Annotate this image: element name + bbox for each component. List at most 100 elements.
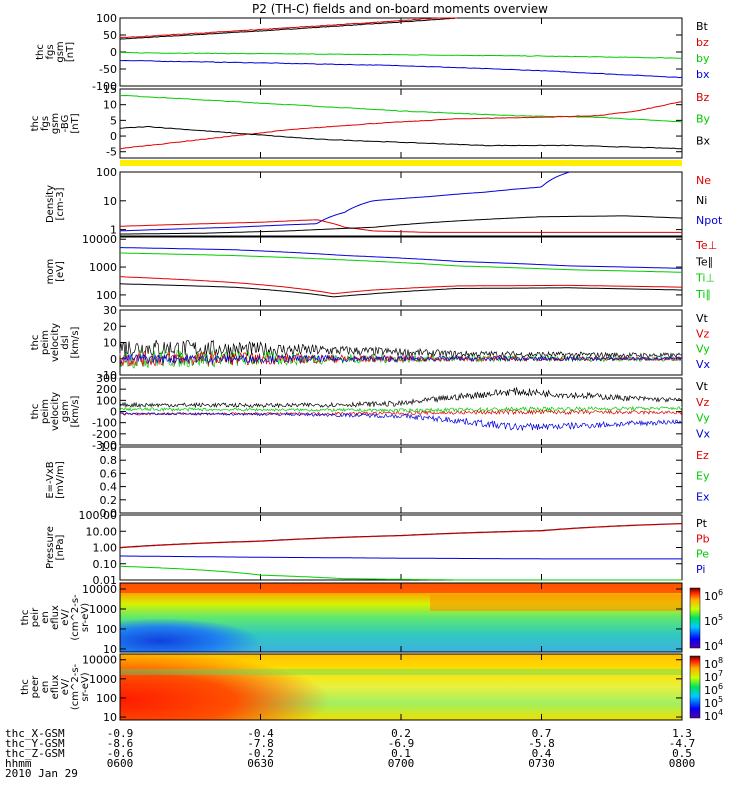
ephemeris-value: 0.1	[391, 747, 411, 760]
y-tick-label: 0.0	[100, 507, 118, 520]
y-tick-label: 50	[103, 29, 117, 42]
y-tick-label: 0	[110, 46, 117, 59]
legend-entry: Ni	[696, 194, 707, 207]
y-tick-label: 0	[110, 130, 117, 143]
ephemeris-value: -0.4	[247, 727, 274, 740]
y-tick-label: 0	[110, 353, 117, 366]
series-line-green	[119, 94, 683, 123]
panel-frame-5	[119, 309, 683, 376]
legend-entry: Te∥	[695, 255, 713, 268]
ephemeris-value: 0800	[669, 757, 696, 770]
y-tick-label: 10	[103, 711, 117, 724]
y-tick-label: 1000	[89, 603, 117, 616]
y-tick-label: 30	[103, 304, 117, 317]
y-axis-label-line: peer	[30, 675, 41, 699]
legend-entry: By	[696, 113, 711, 126]
ephemeris-value: 0700	[388, 757, 415, 770]
y-tick-label: 0.8	[100, 454, 118, 467]
series-line-blue	[119, 411, 683, 431]
ephemeris-value: 0.5	[672, 747, 692, 760]
colorbar-tick-label: 105	[704, 613, 723, 628]
y-axis-label-line: gsm	[50, 113, 61, 134]
y-tick-label: 300	[96, 372, 117, 385]
y-tick-label: 100	[96, 394, 117, 407]
y-tick-label: -100	[92, 417, 117, 430]
date-label: 2010 Jan 29	[5, 767, 78, 780]
y-tick-label: 100	[96, 289, 117, 302]
y-axis-label-line: thc	[20, 679, 31, 695]
y-tick-label: 10000	[82, 583, 117, 596]
legend-entry: Npot	[696, 214, 723, 227]
series-line-green	[119, 51, 683, 59]
y-axis-label-line: fgs	[45, 44, 56, 59]
ephemeris-label: thc_Y-GSM	[5, 737, 65, 750]
y-axis-label-line: en	[40, 681, 51, 694]
legend-entry: Vx	[696, 358, 711, 371]
y-axis-label-line: velocity	[50, 323, 61, 362]
ephemeris-value: -7.8	[247, 737, 274, 750]
colorbar-tick-label: 104	[704, 708, 723, 723]
y-axis-label-line: [km/s]	[70, 395, 81, 427]
y-tick-label: 0.2	[100, 494, 118, 507]
ephemeris-value: -0.2	[247, 747, 274, 760]
y-axis-label-line: dsl	[60, 335, 71, 349]
series-line-red	[119, 219, 682, 233]
y-axis-label-line: -BG	[60, 115, 71, 133]
y-axis-label-line: mom	[45, 259, 56, 285]
colorbar-tick-label: 106	[704, 588, 723, 603]
legend-entry: Vx	[696, 427, 711, 440]
spectrogram-low-energy-blue	[120, 607, 320, 652]
y-axis-label-line: [mV/m]	[55, 461, 66, 499]
legend-entry: Ey	[696, 470, 710, 483]
y-axis-label-line: [nPa]	[55, 534, 66, 560]
status-bar-yellow	[120, 160, 682, 166]
y-axis-label-line: Density	[45, 185, 56, 223]
y-tick-label: 100	[96, 166, 117, 179]
y-tick-label: 1.0	[100, 441, 118, 454]
y-tick-label: 15	[103, 83, 117, 96]
colorbar-tick-label: 107	[704, 669, 723, 684]
legend-entry: bz	[696, 36, 709, 49]
y-tick-label: 10.00	[86, 525, 118, 538]
series-line-green	[119, 565, 682, 581]
ephemeris-value: -5.8	[528, 737, 555, 750]
y-axis-label-line: Pressure	[45, 526, 56, 569]
legend-entry: Pi	[696, 563, 705, 576]
panel-frame-2	[119, 88, 683, 159]
y-axis-label-line: peir	[30, 607, 41, 627]
y-axis-label-line: sr-eV)	[80, 672, 91, 701]
y-axis-label-line: thc	[30, 404, 41, 420]
y-axis-label-line: gsm	[60, 401, 71, 422]
y-tick-label: 0	[110, 406, 117, 419]
y-axis-label-line: (cm^2-s-	[70, 594, 81, 641]
legend-entry: Bz	[696, 91, 710, 104]
ephemeris-label: thc_Z-GSM	[5, 747, 65, 760]
ephemeris-value: -0.9	[107, 727, 134, 740]
y-axis-label-line: eV/	[60, 678, 71, 695]
y-tick-label: 1000	[89, 261, 117, 274]
y-axis-label-line: eflux	[50, 675, 61, 700]
colorbar-1	[689, 587, 701, 649]
legend-entry: Pb	[696, 532, 710, 545]
y-tick-label: 10	[103, 337, 117, 350]
legend-entry: Te⊥	[695, 239, 717, 252]
y-axis-label-line: peim	[40, 330, 51, 355]
series-line-black	[119, 215, 683, 235]
y-axis-label-line: fgs	[40, 116, 51, 131]
legend-entry: Vy	[696, 343, 710, 356]
y-tick-label: 10	[103, 195, 117, 208]
series-line-blue	[119, 171, 570, 232]
ephemeris-value: 0.4	[532, 747, 552, 760]
y-axis-label-line: thc	[35, 44, 46, 60]
colorbar-tick-label: 104	[704, 638, 723, 653]
y-tick-label: 5	[110, 114, 117, 127]
y-axis-label-line: eV/	[60, 609, 71, 626]
y-axis-label-line: [cm-3]	[55, 187, 66, 220]
y-tick-label: 0.6	[100, 467, 118, 480]
plot-title: P2 (TH-C) fields and on-board moments ov…	[252, 2, 548, 16]
spectrogram-green-band	[120, 669, 682, 675]
y-axis-label-line: gsm	[55, 41, 66, 62]
legend-entry: Ti⊥	[695, 272, 715, 285]
series-line-blue	[120, 555, 682, 560]
